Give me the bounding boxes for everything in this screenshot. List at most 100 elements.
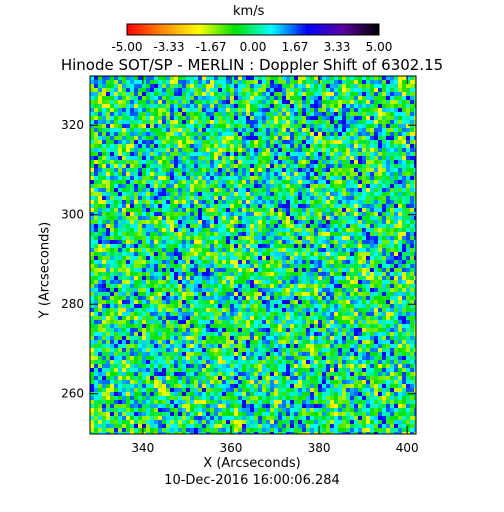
heatmap-cell: [314, 212, 318, 216]
heatmap-cell: [226, 128, 230, 132]
heatmap-cell: [122, 300, 126, 304]
heatmap-cell: [278, 124, 282, 128]
heatmap-cell: [278, 208, 282, 212]
heatmap-cell: [286, 124, 290, 128]
heatmap-cell: [258, 196, 262, 200]
heatmap-cell: [186, 112, 190, 116]
heatmap-cell: [134, 244, 138, 248]
heatmap-cell: [126, 208, 130, 212]
heatmap-cell: [150, 124, 154, 128]
heatmap-cell: [206, 308, 210, 312]
heatmap-cell: [302, 308, 306, 312]
heatmap-cell: [158, 224, 162, 228]
heatmap-cell: [218, 112, 222, 116]
heatmap-cell: [302, 264, 306, 268]
heatmap-cell: [406, 176, 410, 180]
heatmap-cell: [98, 316, 102, 320]
heatmap-cell: [294, 76, 298, 80]
heatmap-cell: [138, 304, 142, 308]
heatmap-cell: [402, 152, 406, 156]
heatmap-cell: [230, 312, 234, 316]
heatmap-cell: [366, 296, 370, 300]
heatmap-cell: [366, 300, 370, 304]
heatmap-cell: [182, 172, 186, 176]
heatmap-cell: [166, 76, 170, 80]
heatmap-cell: [154, 180, 158, 184]
heatmap-cell: [362, 160, 366, 164]
heatmap-cell: [314, 240, 318, 244]
heatmap-cell: [338, 152, 342, 156]
heatmap-cell: [378, 172, 382, 176]
heatmap-cell: [330, 96, 334, 100]
heatmap-cell: [238, 156, 242, 160]
heatmap-cell: [406, 312, 410, 316]
heatmap-cell: [94, 304, 98, 308]
heatmap-cell: [94, 168, 98, 172]
heatmap-cell: [190, 304, 194, 308]
heatmap-cell: [114, 136, 118, 140]
heatmap-cell: [94, 204, 98, 208]
heatmap-cell: [346, 272, 350, 276]
heatmap-cell: [190, 196, 194, 200]
heatmap-cell: [186, 192, 190, 196]
heatmap-cell: [394, 264, 398, 268]
heatmap-cell: [198, 80, 202, 84]
heatmap-cell: [190, 252, 194, 256]
heatmap-cell: [406, 136, 410, 140]
heatmap-cell: [90, 116, 94, 120]
heatmap-cell: [166, 240, 170, 244]
heatmap-cell: [230, 316, 234, 320]
heatmap-cell: [166, 304, 170, 308]
heatmap-cell: [390, 144, 394, 148]
heatmap-cell: [374, 144, 378, 148]
heatmap-cell: [406, 76, 410, 80]
heatmap-cell: [246, 136, 250, 140]
heatmap-cell: [406, 80, 410, 84]
heatmap-cell: [170, 160, 174, 164]
heatmap-cell: [382, 200, 386, 204]
heatmap-cell: [130, 184, 134, 188]
heatmap-cell: [266, 84, 270, 88]
heatmap-cell: [234, 164, 238, 168]
heatmap-cell: [90, 208, 94, 212]
heatmap-cell: [386, 224, 390, 228]
heatmap-cell: [318, 124, 322, 128]
heatmap-cell: [366, 252, 370, 256]
heatmap-cell: [182, 232, 186, 236]
heatmap-cell: [270, 236, 274, 240]
heatmap-cell: [206, 288, 210, 292]
heatmap-cell: [310, 244, 314, 248]
heatmap-cell: [162, 272, 166, 276]
heatmap-cell: [182, 128, 186, 132]
heatmap-cell: [230, 180, 234, 184]
heatmap-cell: [146, 96, 150, 100]
heatmap-cell: [174, 136, 178, 140]
heatmap-cell: [90, 204, 94, 208]
heatmap-cell: [214, 196, 218, 200]
heatmap-cell: [214, 228, 218, 232]
heatmap-cell: [142, 288, 146, 292]
heatmap-cell: [190, 92, 194, 96]
heatmap-cell: [186, 284, 190, 288]
heatmap-cell: [222, 208, 226, 212]
heatmap-cell: [146, 176, 150, 180]
heatmap-cell: [162, 312, 166, 316]
heatmap-cell: [274, 148, 278, 152]
heatmap-cell: [394, 108, 398, 112]
heatmap-cell: [290, 312, 294, 316]
heatmap-cell: [182, 108, 186, 112]
heatmap-cell: [246, 312, 250, 316]
heatmap-cell: [154, 128, 158, 132]
heatmap-cell: [214, 92, 218, 96]
heatmap-cell: [190, 316, 194, 320]
heatmap-cell: [106, 100, 110, 104]
heatmap-cell: [334, 248, 338, 252]
heatmap-cell: [214, 232, 218, 236]
heatmap-cell: [402, 292, 406, 296]
heatmap-cell: [358, 240, 362, 244]
heatmap-cell: [270, 124, 274, 128]
heatmap-cell: [222, 100, 226, 104]
heatmap-cell: [282, 272, 286, 276]
heatmap-cell: [126, 108, 130, 112]
heatmap-cell: [374, 136, 378, 140]
